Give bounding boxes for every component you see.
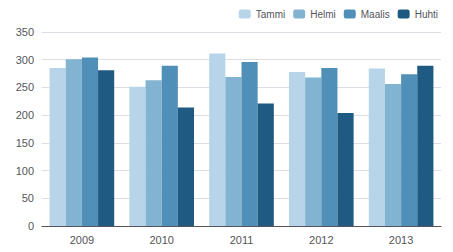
- svg-text:Maalis: Maalis: [361, 9, 390, 20]
- svg-text:2012: 2012: [309, 234, 333, 246]
- svg-text:Huhti: Huhti: [415, 9, 438, 20]
- svg-text:50: 50: [22, 192, 34, 204]
- svg-text:100: 100: [16, 165, 34, 177]
- svg-text:2009: 2009: [70, 234, 94, 246]
- svg-text:2013: 2013: [389, 234, 413, 246]
- svg-text:250: 250: [16, 81, 34, 93]
- svg-text:Tammi: Tammi: [256, 9, 285, 20]
- svg-text:2011: 2011: [230, 234, 254, 246]
- svg-text:200: 200: [16, 109, 34, 121]
- svg-text:Helmi: Helmi: [310, 9, 336, 20]
- svg-text:300: 300: [16, 54, 34, 66]
- svg-text:2010: 2010: [149, 234, 173, 246]
- svg-text:0: 0: [28, 220, 34, 232]
- svg-text:150: 150: [16, 137, 34, 149]
- svg-text:350: 350: [16, 26, 34, 38]
